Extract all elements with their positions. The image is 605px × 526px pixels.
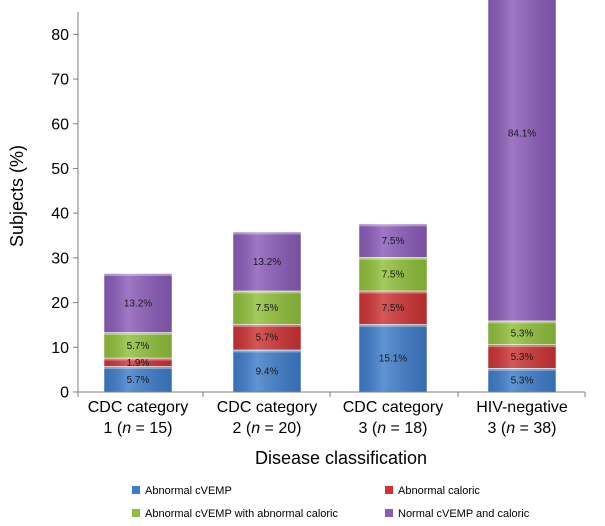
data-label: 5.7%: [127, 375, 150, 386]
y-tick-label: 50: [51, 161, 69, 178]
data-label: 5.7%: [127, 341, 150, 352]
data-label: 7.5%: [382, 270, 405, 281]
bar-segment-highlight: [233, 349, 301, 353]
bar-segment-shade: [233, 324, 301, 350]
legend-entry: Abnormal caloric: [398, 485, 480, 497]
data-label: 13.2%: [253, 257, 281, 268]
x-tick-label: CDC category: [343, 399, 443, 416]
data-label: 1.9%: [127, 358, 150, 369]
data-label: 5.3%: [511, 352, 534, 363]
y-tick-label: 40: [51, 206, 69, 223]
y-tick-label: 30: [51, 250, 69, 267]
bar-segment-shade: [359, 324, 427, 392]
bar-segment-highlight: [359, 290, 427, 294]
bar-segment-shade: [233, 290, 301, 325]
legend-swatch: [132, 486, 140, 494]
bar-segment-shade: [488, 368, 556, 392]
x-tick-label: CDC category: [88, 399, 188, 416]
data-label: 5.3%: [511, 376, 534, 387]
bar-segment-highlight: [488, 368, 556, 371]
bar-segment-shade: [233, 231, 301, 291]
bar-segment-shade: [104, 358, 172, 367]
bar-segment-highlight: [488, 320, 556, 324]
y-tick-label: 70: [51, 72, 69, 89]
bar-segment-highlight: [359, 257, 427, 260]
bar-segment-shade: [359, 257, 427, 291]
x-axis-title: Disease classification: [255, 448, 427, 468]
bar-segment-shade: [104, 366, 172, 392]
data-label: 5.7%: [256, 333, 279, 344]
legend-entry: Abnormal cVEMP with abnormal caloric: [145, 508, 338, 520]
x-tick-label: CDC category: [217, 399, 317, 416]
bar-segment-shade: [359, 290, 427, 325]
bar-segment-highlight: [104, 273, 172, 277]
bar-segment-shade: [104, 273, 172, 333]
data-label: 15.1%: [379, 354, 407, 365]
data-label: 7.5%: [382, 236, 405, 247]
legend-entry: Normal cVEMP and caloric: [398, 508, 530, 520]
bar-segment-highlight: [104, 366, 172, 370]
x-tick-label: 3 (n = 38): [488, 420, 557, 437]
x-tick-label: 3 (n = 18): [359, 420, 428, 437]
x-tick-label: 1 (n = 15): [104, 420, 173, 437]
y-axis-title: Subjects (%): [7, 145, 27, 247]
bar-segment-highlight: [488, 344, 556, 348]
data-label: 7.5%: [382, 303, 405, 314]
y-tick-label: 80: [51, 27, 69, 44]
bar-segment-highlight: [359, 223, 427, 227]
bar-segment-shade: [233, 349, 301, 392]
y-tick-label: 60: [51, 116, 69, 133]
data-label: 5.3%: [511, 328, 534, 339]
legend-entry: Abnormal cVEMP: [145, 485, 232, 497]
bar-segment-highlight: [104, 332, 172, 336]
x-tick-label: HIV-negative: [476, 399, 568, 416]
data-label: 84.1%: [508, 128, 536, 139]
bar-segment-highlight: [233, 324, 301, 327]
bar-segment-shade: [488, 344, 556, 369]
bar-segment-highlight: [233, 231, 301, 235]
bar-segment-highlight: [359, 324, 427, 327]
data-label: 7.5%: [256, 303, 279, 314]
bar-segment-shade: [488, 320, 556, 345]
legend-swatch: [385, 509, 393, 517]
bar-segment-highlight: [104, 358, 172, 361]
y-tick-label: 0: [60, 385, 69, 402]
x-tick-label: 2 (n = 20): [233, 420, 302, 437]
data-label: 13.2%: [124, 299, 152, 310]
bar-segment-shade: [359, 223, 427, 258]
legend-swatch: [132, 509, 140, 517]
data-label: 9.4%: [256, 366, 279, 377]
bar-segment-highlight: [233, 290, 301, 294]
bar-segment-shade: [488, 0, 556, 321]
y-tick-label: 10: [51, 340, 69, 357]
y-tick-label: 20: [51, 295, 69, 312]
bar-segment-shade: [104, 332, 172, 359]
legend-swatch: [385, 486, 393, 494]
